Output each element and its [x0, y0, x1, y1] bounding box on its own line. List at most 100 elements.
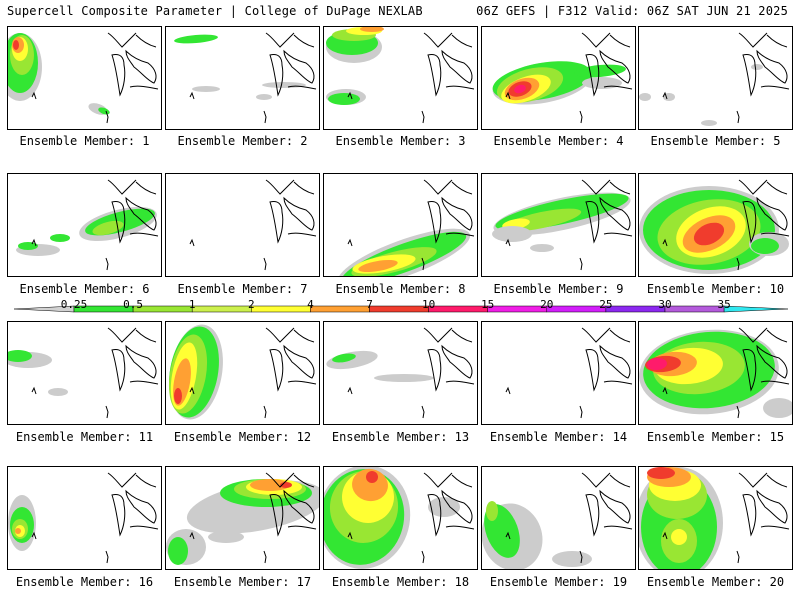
great-lakes-outline: [421, 257, 425, 271]
colorbar-tick-label: 2: [247, 298, 255, 311]
member-map: [168, 324, 317, 420]
great-lakes-outline: [445, 525, 475, 530]
great-lakes-outline: [445, 232, 475, 237]
colorbar-tick-label: 4: [307, 298, 314, 311]
great-lakes-outline: [423, 32, 453, 48]
great-lakes-outline: [263, 405, 267, 419]
great-lakes-outline: [738, 32, 768, 48]
member-map: [492, 179, 633, 271]
scp-contour-area: [428, 497, 460, 517]
colorbar-segment: [605, 305, 666, 313]
member-map: [8, 472, 159, 564]
great-lakes-outline: [581, 472, 611, 488]
great-lakes-outline: [756, 344, 788, 379]
great-lakes-outline: [662, 91, 668, 100]
member-map: [639, 327, 792, 419]
colorbar-tick-label: 35: [717, 298, 731, 311]
member-map-panel: [638, 466, 793, 570]
great-lakes-outline: [736, 550, 740, 564]
great-lakes-outline: [609, 34, 631, 48]
great-lakes-outline: [129, 525, 159, 530]
scp-contour-area: [751, 238, 779, 254]
great-lakes-outline: [756, 489, 788, 524]
great-lakes-outline: [451, 474, 473, 488]
scp-contour-area: [8, 350, 32, 362]
scp-contour-area: [328, 93, 360, 105]
colorbar-tick-label: 20: [540, 298, 554, 311]
scp-contour-area: [192, 86, 220, 92]
great-lakes-outline: [265, 472, 295, 488]
great-lakes-outline: [451, 34, 473, 48]
great-lakes-outline: [111, 494, 126, 537]
colorbar-tick-label: 0.25: [60, 298, 88, 311]
colorbar-segment: [723, 305, 788, 313]
great-lakes-outline: [293, 34, 315, 48]
member-label: Ensemble Member: 12: [173, 430, 312, 444]
great-lakes-outline: [189, 238, 195, 247]
great-lakes-outline: [445, 85, 475, 90]
scp-contour-area: [492, 226, 532, 242]
member-label: Ensemble Member: 15: [646, 430, 785, 444]
member-map-panel: [481, 26, 636, 130]
scp-contour-area: [352, 468, 388, 502]
great-lakes-outline: [135, 474, 157, 488]
member-map-panel: [165, 26, 320, 130]
color-scale-bar: [14, 305, 788, 313]
great-lakes-outline: [287, 525, 317, 530]
colorbar-segment: [428, 305, 488, 313]
great-lakes-outline: [427, 349, 442, 392]
scp-contour-area: [701, 120, 717, 126]
great-lakes-outline: [445, 380, 475, 385]
member-map: [166, 472, 319, 565]
model-valid-time: 06Z GEFS | F312 Valid: 06Z SAT JUN 21 20…: [476, 4, 788, 18]
great-lakes-outline: [585, 201, 600, 244]
member-map: [505, 327, 633, 419]
great-lakes-outline: [107, 32, 137, 48]
member-map-panel: [323, 26, 478, 130]
colorbar-tick-label: 30: [658, 298, 672, 311]
great-lakes-outline: [105, 405, 109, 419]
member-label: Ensemble Member: 7: [177, 282, 308, 296]
great-lakes-outline: [287, 232, 317, 237]
great-lakes-outline: [111, 349, 126, 392]
scp-contour-area: [574, 64, 626, 78]
great-lakes-outline: [105, 110, 109, 124]
great-lakes-outline: [129, 380, 159, 385]
great-lakes-outline: [347, 386, 353, 395]
map-title: Supercell Composite Parameter | College …: [7, 4, 423, 18]
great-lakes-outline: [738, 472, 768, 488]
scp-contour-area: [530, 244, 554, 252]
great-lakes-outline: [441, 196, 473, 231]
great-lakes-outline: [609, 474, 631, 488]
member-map: [492, 32, 633, 124]
great-lakes-outline: [742, 494, 757, 537]
member-map-panel: [7, 321, 162, 425]
great-lakes-outline: [283, 344, 315, 379]
member-map: [639, 467, 790, 569]
great-lakes-outline: [269, 349, 284, 392]
great-lakes-outline: [662, 386, 668, 395]
great-lakes-outline: [347, 238, 353, 247]
member-map-panel: [165, 321, 320, 425]
great-lakes-outline: [283, 489, 315, 524]
great-lakes-outline: [766, 474, 788, 488]
member-map-panel: [638, 26, 793, 130]
member-map-panel: [323, 466, 478, 570]
great-lakes-outline: [423, 472, 453, 488]
scp-contour-area: [92, 220, 124, 236]
colorbar-tick-label: 10: [421, 298, 436, 311]
member-label: Ensemble Member: 19: [489, 575, 628, 589]
member-map: [16, 179, 159, 271]
great-lakes-outline: [135, 34, 157, 48]
scp-contour-area: [693, 222, 725, 246]
scp-contour-area: [671, 529, 687, 545]
member-map: [174, 32, 317, 124]
great-lakes-outline: [189, 91, 195, 100]
great-lakes-outline: [347, 91, 353, 100]
member-label: Ensemble Member: 14: [489, 430, 628, 444]
great-lakes-outline: [111, 201, 126, 244]
member-label: Ensemble Member: 11: [15, 430, 154, 444]
great-lakes-outline: [441, 49, 473, 84]
member-map: [639, 179, 790, 274]
member-map: [639, 32, 790, 126]
